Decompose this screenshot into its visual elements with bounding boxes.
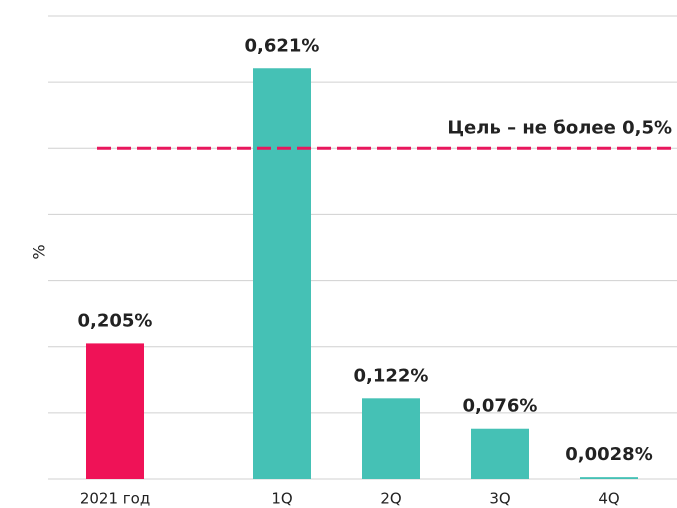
bar bbox=[362, 398, 420, 479]
bar bbox=[86, 343, 144, 479]
x-tick-label: 2021 год bbox=[80, 490, 150, 508]
bar bbox=[253, 68, 311, 479]
value-label: 0,621% bbox=[245, 35, 320, 56]
bar bbox=[580, 477, 638, 479]
value-label: 0,076% bbox=[463, 396, 538, 417]
value-label: 0,122% bbox=[354, 365, 429, 386]
x-tick-label: 1Q bbox=[271, 490, 292, 508]
x-tick-label: 2Q bbox=[380, 490, 401, 508]
value-label: 0,205% bbox=[78, 310, 153, 331]
x-tick-label: 3Q bbox=[489, 490, 510, 508]
value-label: 0,0028% bbox=[565, 444, 653, 465]
bar bbox=[471, 428, 529, 479]
x-tick-label: 4Q bbox=[598, 490, 619, 508]
target-label: Цель – не более 0,5% bbox=[447, 117, 672, 138]
y-axis-label: % bbox=[30, 244, 49, 259]
